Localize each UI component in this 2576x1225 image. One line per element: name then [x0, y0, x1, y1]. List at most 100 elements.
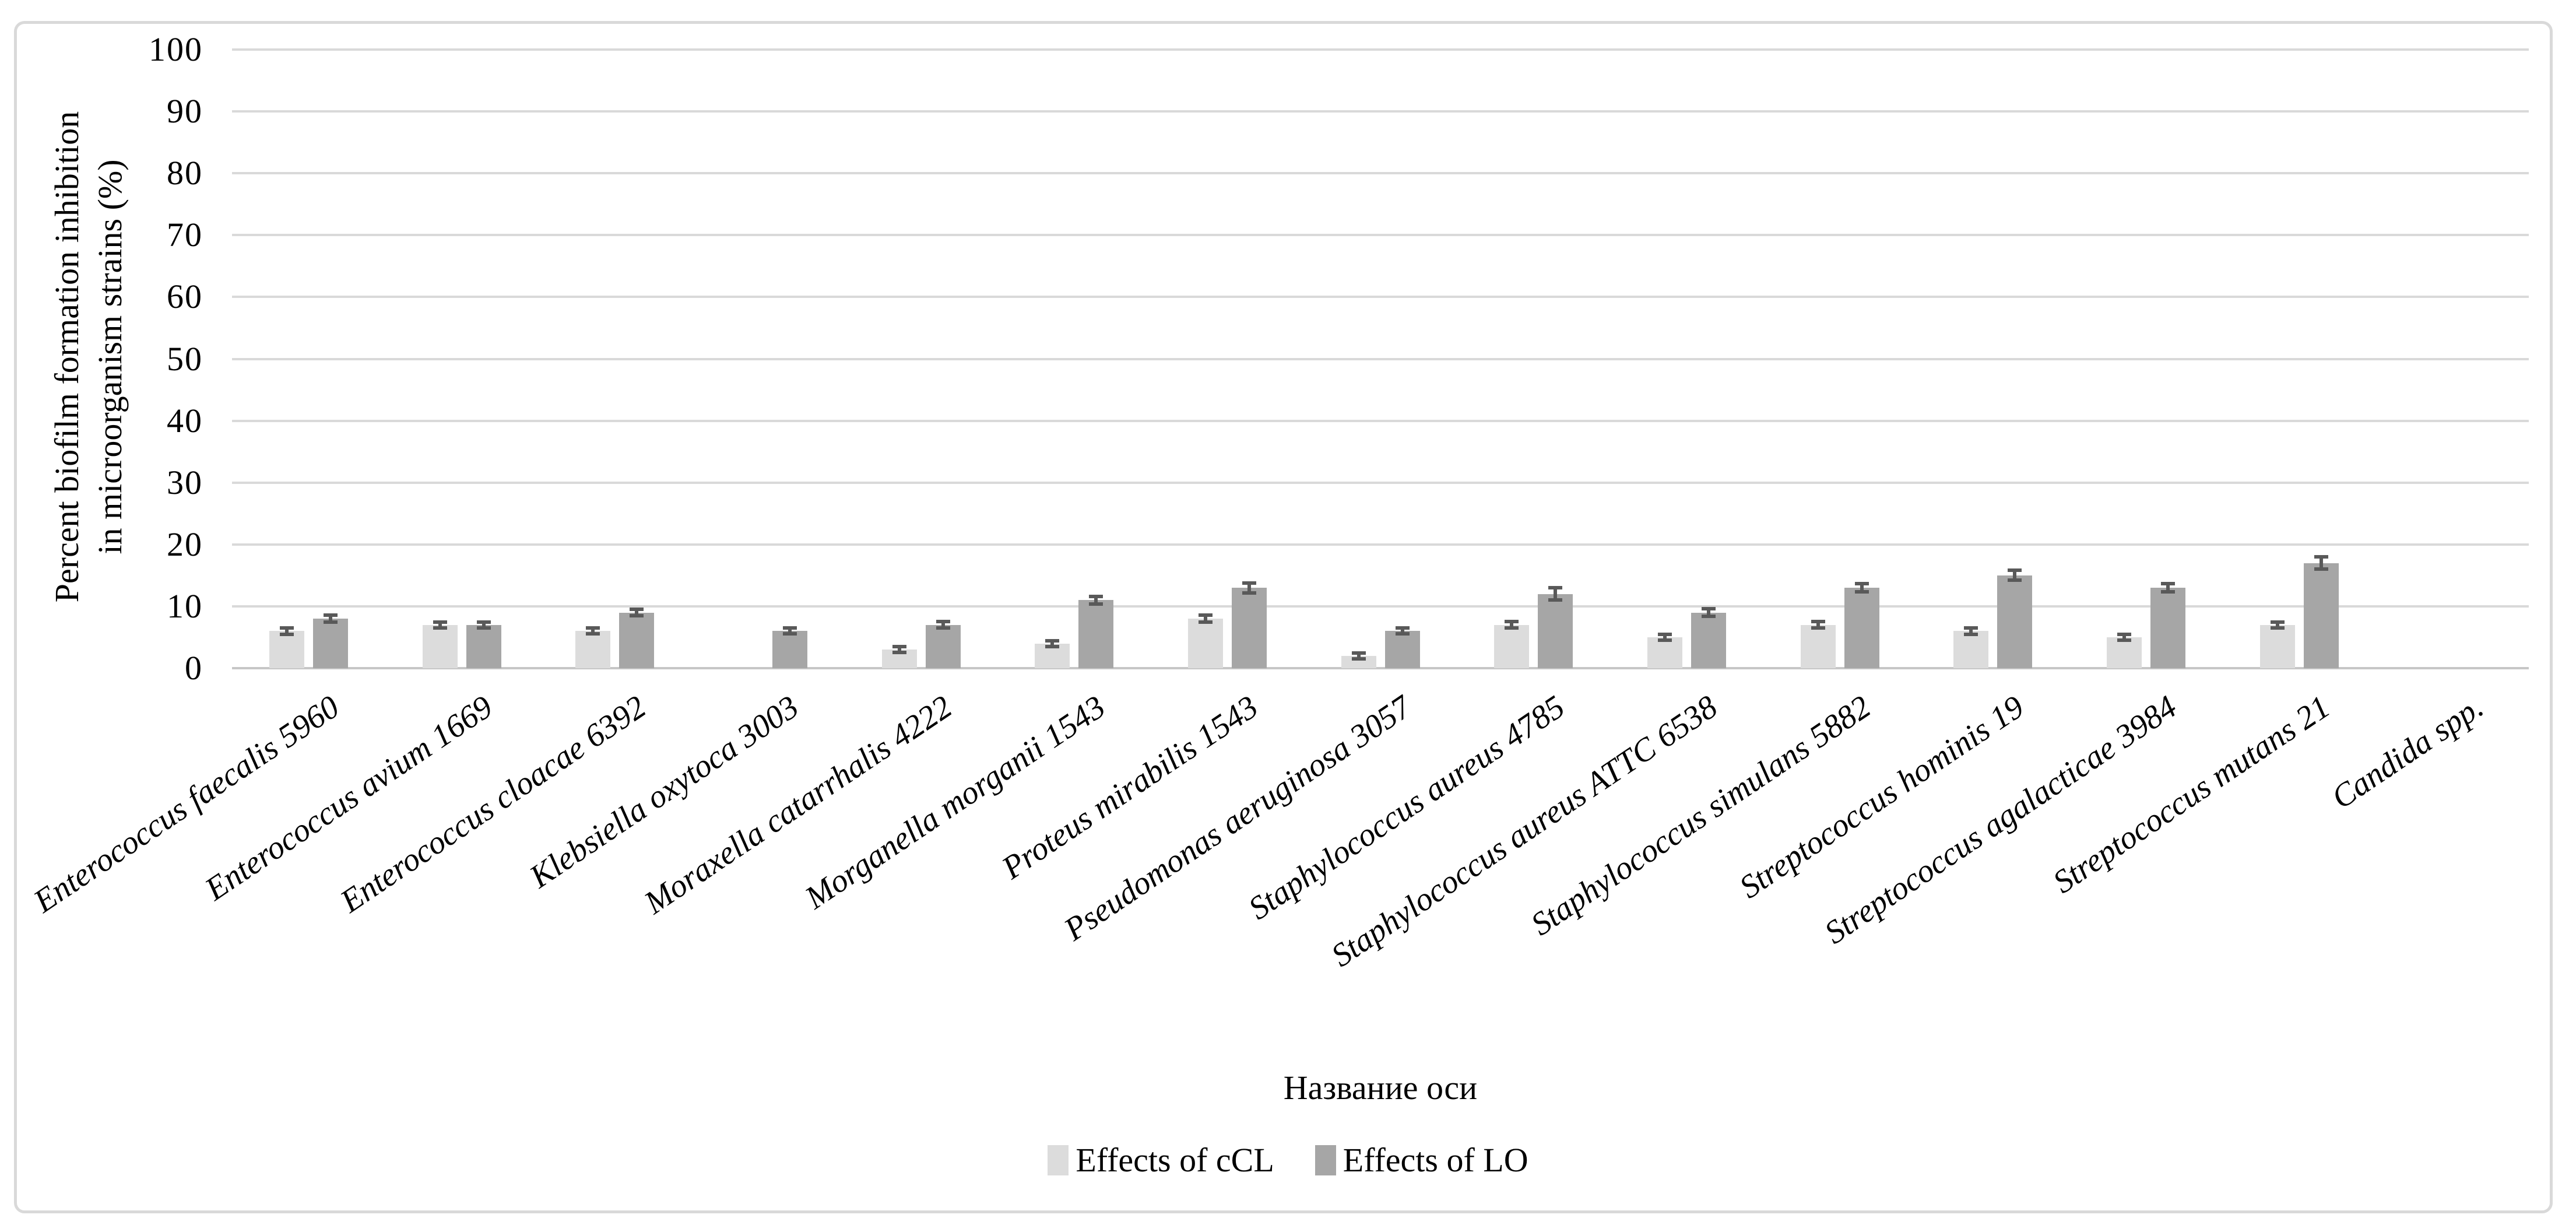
error-bar-cap-top [1964, 626, 1978, 630]
error-bar-line [328, 613, 332, 624]
error-bar [630, 608, 644, 617]
bar-ccl-2 [575, 631, 611, 668]
gridline [232, 172, 2529, 175]
plot-area [232, 48, 2529, 669]
gridline [232, 357, 2529, 360]
gridline [232, 419, 2529, 422]
error-bar-cap-bottom [1548, 598, 1563, 602]
error-bar [1505, 620, 1519, 630]
error-bar-cap-bottom [1089, 602, 1104, 606]
bar-lo-7 [1384, 631, 1420, 668]
gridline [232, 110, 2529, 113]
error-bar-cap-bottom [630, 613, 644, 617]
error-bar [1854, 581, 1869, 594]
error-bar [2160, 581, 2175, 594]
chart-frame [14, 21, 2553, 1213]
error-bar-line [591, 626, 595, 636]
error-bar-cap-bottom [782, 632, 797, 636]
error-bar-cap-top [586, 626, 600, 630]
bar-lo-3 [772, 631, 807, 668]
error-bar [1198, 613, 1213, 624]
error-bar [782, 626, 797, 636]
error-bar-line [2013, 568, 2017, 582]
error-bar-line [1247, 581, 1251, 595]
error-bar-cap-bottom [936, 626, 950, 630]
gridline [232, 481, 2529, 484]
error-bar [2270, 620, 2285, 630]
error-bar-cap-top [1395, 626, 1410, 630]
legend-marker-icon [1048, 1145, 1069, 1175]
error-bar-line [941, 620, 945, 630]
error-bar-cap-bottom [1242, 591, 1256, 595]
error-bar [433, 620, 447, 630]
gridline [232, 234, 2529, 237]
bar-ccl-10 [1800, 624, 1836, 668]
error-bar-line [1706, 607, 1710, 618]
y-tick-label: 40 [167, 401, 203, 440]
bar-ccl-0 [269, 631, 304, 668]
error-bar-cap-top [1811, 620, 1825, 624]
error-bar-cap-bottom [279, 632, 294, 636]
gridline [232, 543, 2529, 546]
error-bar-cap-top [1351, 651, 1366, 655]
bar-lo-8 [1538, 594, 1573, 668]
error-bar-cap-bottom [476, 626, 491, 630]
error-bar-cap-bottom [1505, 626, 1519, 630]
bar-lo-12 [2150, 588, 2185, 668]
error-bar-cap-bottom [1854, 590, 1869, 594]
error-bar-line [1094, 594, 1098, 606]
bar-ccl-8 [1494, 624, 1530, 668]
error-bar-cap-top [2117, 632, 2131, 636]
error-bar [1811, 620, 1825, 630]
error-bar-cap-bottom [1811, 626, 1825, 630]
error-bar-cap-bottom [1395, 632, 1410, 636]
error-bar-cap-top [1242, 581, 1256, 585]
error-bar-line [2319, 555, 2323, 571]
error-bar-cap-bottom [2117, 638, 2131, 643]
bar-ccl-11 [1953, 631, 1989, 668]
y-tick-label: 20 [167, 525, 203, 563]
error-bar-cap-bottom [433, 626, 447, 630]
error-bar-cap-top [1505, 620, 1519, 624]
bar-lo-10 [1844, 588, 1879, 668]
error-bar-line [2275, 620, 2279, 630]
error-bar-cap-top [1701, 607, 1716, 611]
error-bar [586, 626, 600, 636]
x-axis-line [232, 667, 2529, 669]
error-bar-cap-top [1089, 594, 1104, 598]
error-bar-cap-top [1657, 632, 1672, 636]
error-bar-cap-bottom [1351, 657, 1366, 661]
error-bar-line [1969, 626, 1973, 636]
error-bar [1242, 581, 1256, 595]
y-tick-label: 30 [167, 463, 203, 501]
error-bar-cap-top [279, 626, 294, 630]
error-bar-cap-bottom [1657, 638, 1672, 642]
error-bar [476, 620, 491, 630]
error-bar-line [2166, 581, 2170, 594]
error-bar-cap-top [2314, 555, 2328, 559]
y-tick-label: 10 [167, 587, 203, 625]
y-tick-label: 0 [185, 649, 203, 687]
error-bar [1395, 626, 1410, 636]
error-bar-line [1510, 620, 1514, 630]
legend-item-lo: Effects of LO [1315, 1140, 1528, 1180]
error-bar-cap-top [433, 620, 447, 624]
error-bar-line [284, 626, 289, 636]
bar-lo-0 [312, 619, 348, 668]
error-bar-cap-bottom [2314, 567, 2328, 571]
bar-ccl-1 [422, 624, 458, 668]
error-bar-cap-bottom [2008, 578, 2022, 582]
error-bar-cap-top [2008, 568, 2022, 573]
error-bar-line [1663, 632, 1667, 642]
y-tick-label: 50 [167, 339, 203, 378]
bar-lo-4 [925, 624, 961, 668]
error-bar-cap-top [1198, 613, 1213, 617]
error-bar-cap-top [476, 620, 491, 624]
bar-lo-11 [1997, 575, 2033, 668]
error-bar-cap-top [782, 626, 797, 630]
gridline [232, 605, 2529, 608]
error-bar-line [1860, 581, 1864, 594]
error-bar [1351, 651, 1366, 661]
error-bar-cap-bottom [892, 651, 906, 655]
